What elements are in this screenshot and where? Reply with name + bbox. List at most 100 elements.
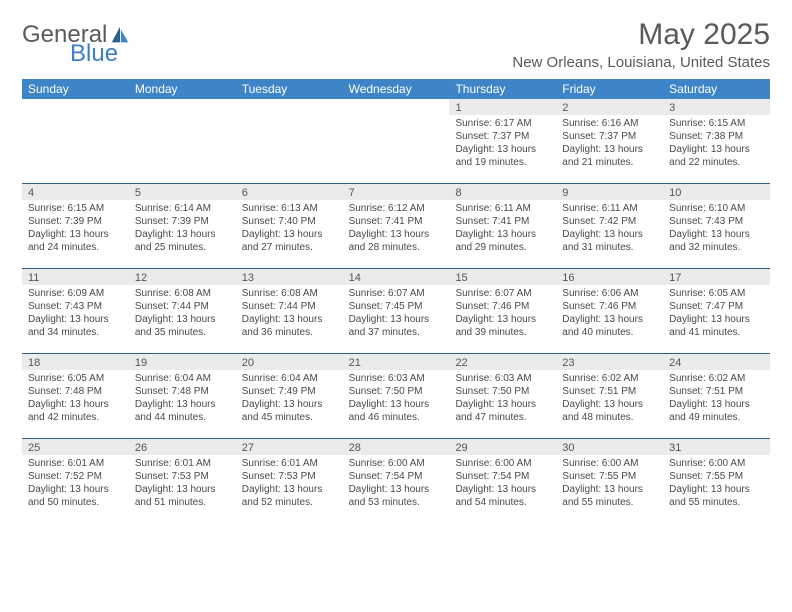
dayhead-sun: Sunday — [22, 79, 129, 99]
day-cell: 2Sunrise: 6:16 AMSunset: 7:37 PMDaylight… — [556, 99, 663, 183]
event-line: Sunset: 7:41 PM — [349, 215, 444, 228]
day-cell: 4Sunrise: 6:15 AMSunset: 7:39 PMDaylight… — [22, 184, 129, 268]
day-cell: 22Sunrise: 6:03 AMSunset: 7:50 PMDayligh… — [449, 354, 556, 438]
day-events: Sunrise: 6:09 AMSunset: 7:43 PMDaylight:… — [22, 285, 129, 343]
day-cell: 26Sunrise: 6:01 AMSunset: 7:53 PMDayligh… — [129, 439, 236, 523]
day-cell: 23Sunrise: 6:02 AMSunset: 7:51 PMDayligh… — [556, 354, 663, 438]
event-line: and 37 minutes. — [349, 326, 444, 339]
event-line: and 50 minutes. — [28, 496, 123, 509]
day-number: 19 — [129, 354, 236, 370]
event-line: Daylight: 13 hours — [242, 228, 337, 241]
event-line: Sunrise: 6:15 AM — [28, 202, 123, 215]
event-line: Sunrise: 6:05 AM — [28, 372, 123, 385]
day-number: 14 — [343, 269, 450, 285]
event-line: Sunrise: 6:02 AM — [669, 372, 764, 385]
event-line: Sunset: 7:42 PM — [562, 215, 657, 228]
event-line: and 55 minutes. — [669, 496, 764, 509]
event-line: Sunset: 7:49 PM — [242, 385, 337, 398]
event-line: Daylight: 13 hours — [455, 143, 550, 156]
event-line: and 36 minutes. — [242, 326, 337, 339]
day-number: 26 — [129, 439, 236, 455]
event-line: and 55 minutes. — [562, 496, 657, 509]
event-line: Sunrise: 6:16 AM — [562, 117, 657, 130]
day-number — [343, 99, 450, 115]
day-number: 13 — [236, 269, 343, 285]
day-events: Sunrise: 6:13 AMSunset: 7:40 PMDaylight:… — [236, 200, 343, 258]
day-events: Sunrise: 6:04 AMSunset: 7:49 PMDaylight:… — [236, 370, 343, 428]
dayhead-sat: Saturday — [663, 79, 770, 99]
event-line: Daylight: 13 hours — [349, 483, 444, 496]
day-events: Sunrise: 6:01 AMSunset: 7:53 PMDaylight:… — [236, 455, 343, 513]
day-cell: 24Sunrise: 6:02 AMSunset: 7:51 PMDayligh… — [663, 354, 770, 438]
day-cell: 30Sunrise: 6:00 AMSunset: 7:55 PMDayligh… — [556, 439, 663, 523]
dayhead-fri: Friday — [556, 79, 663, 99]
day-cell: 27Sunrise: 6:01 AMSunset: 7:53 PMDayligh… — [236, 439, 343, 523]
event-line: Sunrise: 6:02 AM — [562, 372, 657, 385]
event-line: Sunset: 7:55 PM — [669, 470, 764, 483]
event-line: Daylight: 13 hours — [242, 313, 337, 326]
event-line: Sunset: 7:54 PM — [455, 470, 550, 483]
event-line: Sunrise: 6:11 AM — [562, 202, 657, 215]
event-line: Sunset: 7:41 PM — [455, 215, 550, 228]
day-cell: 20Sunrise: 6:04 AMSunset: 7:49 PMDayligh… — [236, 354, 343, 438]
event-line: Sunset: 7:55 PM — [562, 470, 657, 483]
day-number: 20 — [236, 354, 343, 370]
day-events: Sunrise: 6:02 AMSunset: 7:51 PMDaylight:… — [556, 370, 663, 428]
event-line: and 22 minutes. — [669, 156, 764, 169]
event-line: and 53 minutes. — [349, 496, 444, 509]
event-line: and 44 minutes. — [135, 411, 230, 424]
event-line: Daylight: 13 hours — [28, 483, 123, 496]
event-line: Sunrise: 6:00 AM — [349, 457, 444, 470]
week-row: 1Sunrise: 6:17 AMSunset: 7:37 PMDaylight… — [22, 99, 770, 184]
dayhead-wed: Wednesday — [343, 79, 450, 99]
day-events: Sunrise: 6:02 AMSunset: 7:51 PMDaylight:… — [663, 370, 770, 428]
event-line: and 42 minutes. — [28, 411, 123, 424]
day-events — [343, 115, 450, 121]
event-line: Sunrise: 6:01 AM — [242, 457, 337, 470]
day-number — [22, 99, 129, 115]
day-number: 25 — [22, 439, 129, 455]
day-cell: 13Sunrise: 6:08 AMSunset: 7:44 PMDayligh… — [236, 269, 343, 353]
event-line: and 41 minutes. — [669, 326, 764, 339]
event-line: Daylight: 13 hours — [455, 398, 550, 411]
day-number: 15 — [449, 269, 556, 285]
day-events: Sunrise: 6:11 AMSunset: 7:41 PMDaylight:… — [449, 200, 556, 258]
event-line: Daylight: 13 hours — [349, 228, 444, 241]
day-cell: 14Sunrise: 6:07 AMSunset: 7:45 PMDayligh… — [343, 269, 450, 353]
day-events: Sunrise: 6:11 AMSunset: 7:42 PMDaylight:… — [556, 200, 663, 258]
event-line: Daylight: 13 hours — [562, 313, 657, 326]
day-number — [129, 99, 236, 115]
location-subtitle: New Orleans, Louisiana, United States — [512, 54, 770, 71]
event-line: Sunset: 7:51 PM — [669, 385, 764, 398]
event-line: Sunrise: 6:04 AM — [135, 372, 230, 385]
calendar-page: General May 2025 X Blue New Orleans, Lou… — [0, 0, 792, 533]
day-number: 11 — [22, 269, 129, 285]
dayhead-tue: Tuesday — [236, 79, 343, 99]
event-line: Sunset: 7:47 PM — [669, 300, 764, 313]
event-line: Sunset: 7:38 PM — [669, 130, 764, 143]
day-events: Sunrise: 6:00 AMSunset: 7:55 PMDaylight:… — [663, 455, 770, 513]
event-line: Sunrise: 6:03 AM — [455, 372, 550, 385]
day-events: Sunrise: 6:16 AMSunset: 7:37 PMDaylight:… — [556, 115, 663, 173]
day-number — [236, 99, 343, 115]
day-number: 30 — [556, 439, 663, 455]
day-events: Sunrise: 6:04 AMSunset: 7:48 PMDaylight:… — [129, 370, 236, 428]
day-cell: 17Sunrise: 6:05 AMSunset: 7:47 PMDayligh… — [663, 269, 770, 353]
day-cell: 5Sunrise: 6:14 AMSunset: 7:39 PMDaylight… — [129, 184, 236, 268]
dayhead-thu: Thursday — [449, 79, 556, 99]
day-number: 18 — [22, 354, 129, 370]
event-line: and 32 minutes. — [669, 241, 764, 254]
event-line: Daylight: 13 hours — [242, 483, 337, 496]
event-line: Daylight: 13 hours — [562, 228, 657, 241]
day-number: 29 — [449, 439, 556, 455]
event-line: Sunrise: 6:05 AM — [669, 287, 764, 300]
day-cell: 3Sunrise: 6:15 AMSunset: 7:38 PMDaylight… — [663, 99, 770, 183]
event-line: Sunset: 7:37 PM — [455, 130, 550, 143]
event-line: Sunrise: 6:08 AM — [135, 287, 230, 300]
event-line: Daylight: 13 hours — [242, 398, 337, 411]
event-line: and 31 minutes. — [562, 241, 657, 254]
event-line: Daylight: 13 hours — [562, 143, 657, 156]
event-line: and 39 minutes. — [455, 326, 550, 339]
event-line: Sunrise: 6:10 AM — [669, 202, 764, 215]
event-line: Sunset: 7:44 PM — [242, 300, 337, 313]
